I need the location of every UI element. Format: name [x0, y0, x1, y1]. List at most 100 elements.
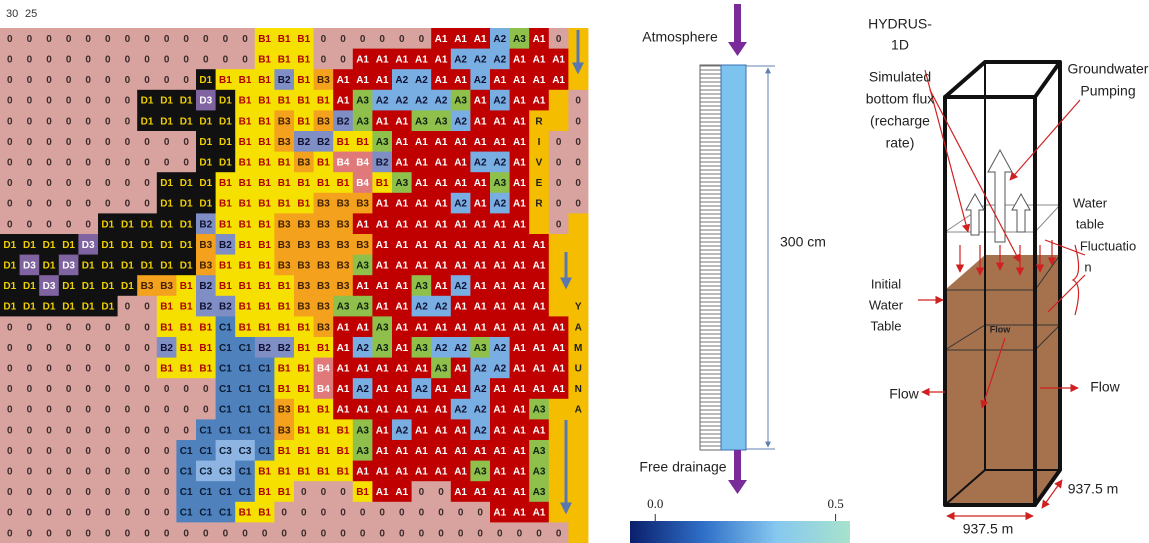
cell-label: A1: [454, 487, 467, 498]
cell-label: A1: [552, 364, 565, 375]
cell-label: B1: [337, 137, 350, 148]
cell-label: B3: [337, 261, 350, 272]
cell-label: A1: [474, 199, 487, 210]
cell-label: 0: [125, 446, 131, 457]
cell-label: 0: [144, 55, 150, 66]
cell-label: A2: [493, 158, 506, 169]
cell-label: 0: [7, 219, 13, 230]
pumping-label: Groundwater Pumping: [1068, 61, 1149, 99]
cell-label: 0: [242, 34, 248, 45]
cell-label: A1: [533, 322, 546, 333]
cell-label: 0: [438, 487, 444, 498]
cell-label: A1: [435, 281, 448, 292]
cell-label: A1: [513, 178, 526, 189]
cell-label: A1: [337, 75, 350, 86]
cell-label: A1: [513, 508, 526, 519]
cell-label: 0: [66, 487, 72, 498]
cell-label: A1: [376, 55, 389, 66]
cell-label: 0: [556, 158, 562, 169]
cell-label: 0: [7, 96, 13, 107]
cell-label: A1: [513, 364, 526, 375]
cell-label: 0: [66, 55, 72, 66]
box-top: [945, 62, 1060, 97]
cell-label: 0: [360, 34, 366, 45]
cell-label: A3: [356, 446, 369, 457]
saturated-zone: [945, 255, 1060, 505]
cell-label: B3: [199, 261, 212, 272]
cell-label: A1: [356, 281, 369, 292]
cell-label: B3: [317, 199, 330, 210]
cell-label: A1: [533, 343, 546, 354]
cell-label: 0: [66, 508, 72, 519]
cell-label: 0: [66, 116, 72, 127]
cell-label: B1: [278, 178, 291, 189]
cell-label: C1: [180, 487, 193, 498]
cell-label: 0: [575, 199, 581, 210]
cell-label: A1: [493, 75, 506, 86]
cell-label: B2: [258, 343, 271, 354]
cell-label: B4: [337, 158, 350, 169]
cell-label: 0: [7, 364, 13, 375]
cell-label: B3: [356, 240, 369, 251]
cell-label: B1: [317, 446, 330, 457]
cell-label: A1: [552, 322, 565, 333]
cell-label: 0: [321, 34, 327, 45]
cell-label: A1: [435, 137, 448, 148]
cell-label: A1: [337, 343, 350, 354]
cell-label: 0: [66, 34, 72, 45]
label-line: Water: [869, 297, 904, 312]
cell-label: A2: [493, 364, 506, 375]
colorbar-ticks: 0.00.5: [647, 496, 844, 521]
cell-label: D1: [160, 199, 173, 210]
label-line: Fluctuatio: [1080, 238, 1136, 253]
cell-label: 0: [144, 446, 150, 457]
cell-label: A1: [395, 199, 408, 210]
cell-label: D1: [180, 219, 193, 230]
cell-label: A1: [493, 405, 506, 416]
cell-label: A3: [356, 96, 369, 107]
cell-label: B1: [278, 487, 291, 498]
cell-label: 0: [46, 425, 52, 436]
cell-label: A3: [435, 364, 448, 375]
cell-label: B1: [258, 178, 271, 189]
cell-label: 0: [27, 487, 33, 498]
cell-label: A1: [356, 322, 369, 333]
cell-label: 0: [183, 384, 189, 395]
cell-label: A1: [474, 322, 487, 333]
cell-label: B1: [317, 425, 330, 436]
cell-label: 0: [164, 384, 170, 395]
cell-label: B3: [337, 199, 350, 210]
cell-label: 0: [85, 158, 91, 169]
cell-label: B1: [180, 343, 193, 354]
cell-label: D3: [82, 240, 95, 251]
cell-label: A2: [493, 96, 506, 107]
cell-label: A1: [454, 137, 467, 148]
cell-label: A1: [395, 55, 408, 66]
cell-label: 0: [7, 467, 13, 478]
cell-label: A1: [513, 55, 526, 66]
cell-label: A1: [376, 261, 389, 272]
grid-cell: [549, 234, 569, 255]
cell-label: 0: [301, 508, 307, 519]
cell-label: C1: [199, 425, 212, 436]
grid-cell: [549, 296, 569, 317]
cell-label: 0: [7, 116, 13, 127]
cell-label: 0: [223, 34, 229, 45]
cell-label: D1: [82, 261, 95, 272]
cell-label: A1: [513, 261, 526, 272]
cell-label: C1: [258, 364, 271, 375]
cell-label: 0: [27, 425, 33, 436]
cell-label: 0: [125, 116, 131, 127]
cell-label: B1: [278, 281, 291, 292]
cell-label: A3: [435, 116, 448, 127]
cell-label: 0: [46, 384, 52, 395]
cell-label: 0: [85, 322, 91, 333]
cell-label: B2: [219, 240, 232, 251]
cell-label: 0: [458, 528, 464, 539]
cell-label: 0: [125, 364, 131, 375]
cell-label: A1: [415, 158, 428, 169]
cell-label: B2: [199, 219, 212, 230]
cell-label: A1: [533, 75, 546, 86]
cell-label: B1: [278, 302, 291, 313]
cell-label: B1: [317, 178, 330, 189]
